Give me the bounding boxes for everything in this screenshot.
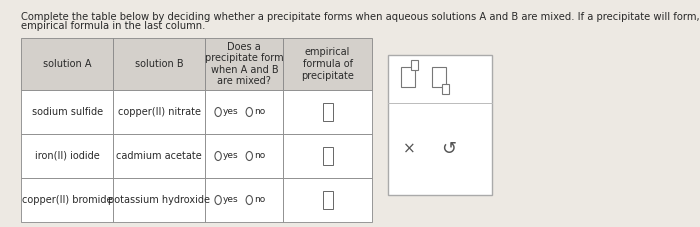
- Bar: [113, 90, 205, 134]
- Bar: [323, 103, 332, 121]
- Bar: [284, 90, 372, 134]
- Text: no: no: [254, 195, 265, 205]
- Text: no: no: [254, 151, 265, 160]
- Text: copper(II) nitrate: copper(II) nitrate: [118, 107, 201, 117]
- Bar: [205, 178, 284, 222]
- Text: sodium sulfide: sodium sulfide: [32, 107, 103, 117]
- Text: potassium hydroxide: potassium hydroxide: [108, 195, 210, 205]
- Bar: [284, 178, 372, 222]
- Text: Does a
precipitate form
when A and B
are mixed?: Does a precipitate form when A and B are…: [205, 42, 284, 86]
- Text: iron(II) iodide: iron(II) iodide: [35, 151, 99, 161]
- Text: no: no: [254, 108, 265, 116]
- Text: Complete the table below by deciding whether a precipitate forms when aqueous so: Complete the table below by deciding whe…: [21, 12, 700, 22]
- Bar: [205, 38, 284, 90]
- Bar: [21, 178, 113, 222]
- Bar: [432, 67, 446, 87]
- Bar: [323, 147, 332, 165]
- Bar: [21, 90, 113, 134]
- Bar: [284, 38, 372, 90]
- Bar: [284, 134, 372, 178]
- Bar: [113, 134, 205, 178]
- Text: yes: yes: [223, 151, 239, 160]
- Bar: [401, 67, 415, 87]
- Text: solution A: solution A: [43, 59, 92, 69]
- Text: ↺: ↺: [441, 140, 456, 158]
- Text: solution B: solution B: [135, 59, 183, 69]
- Text: ×: ×: [403, 141, 416, 156]
- Bar: [113, 178, 205, 222]
- Text: yes: yes: [223, 108, 239, 116]
- Text: cadmium acetate: cadmium acetate: [116, 151, 202, 161]
- Bar: [205, 134, 284, 178]
- Bar: [21, 38, 113, 90]
- Bar: [113, 38, 205, 90]
- Text: yes: yes: [223, 195, 239, 205]
- Text: empirical formula in the last column.: empirical formula in the last column.: [21, 21, 206, 31]
- Bar: [323, 191, 332, 209]
- Text: copper(II) bromide: copper(II) bromide: [22, 195, 113, 205]
- Bar: [205, 90, 284, 134]
- Bar: [442, 84, 449, 94]
- Bar: [411, 60, 418, 70]
- Bar: [21, 134, 113, 178]
- Text: empirical
formula of
precipitate: empirical formula of precipitate: [301, 47, 354, 81]
- Bar: [388, 55, 492, 195]
